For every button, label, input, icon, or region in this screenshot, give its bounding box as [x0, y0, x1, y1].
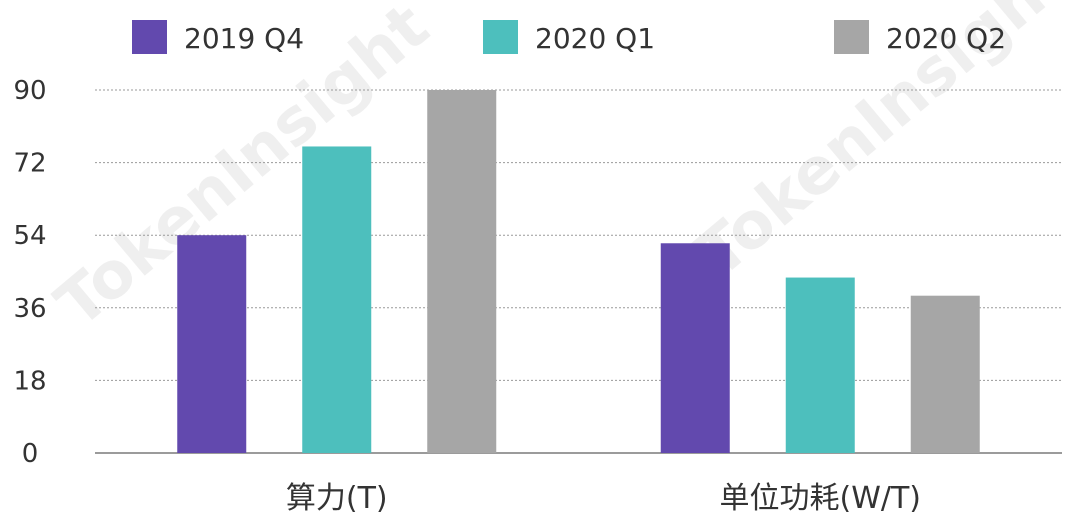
- bar-1-1: [785, 277, 855, 453]
- legend-swatch-1: [483, 20, 518, 54]
- bar-0-2: [427, 90, 497, 453]
- bar-1-0: [660, 243, 730, 453]
- x-category-label-0: 算力(T): [286, 481, 388, 516]
- y-tick-label-36: 36: [13, 294, 46, 324]
- y-tick-label-0: 0: [22, 439, 39, 469]
- grid-lines: [95, 89, 1062, 381]
- legend-label-0: 2019 Q4: [184, 22, 304, 55]
- legend-swatch-0: [132, 20, 167, 54]
- legend-label-1: 2020 Q1: [535, 22, 655, 55]
- legend-label-2: 2020 Q2: [886, 22, 1006, 55]
- legend: 2019 Q4 2020 Q1 2020 Q2: [132, 20, 1006, 55]
- x-category-label-1: 单位功耗(W/T): [719, 481, 921, 516]
- bar-0-1: [302, 146, 372, 453]
- bar-1-2: [910, 295, 980, 453]
- bar-0-0: [177, 235, 247, 453]
- bars: [177, 90, 980, 453]
- watermark-text-1: TokenInsight: [683, 0, 1080, 292]
- y-tick-label-90: 90: [13, 76, 46, 106]
- y-tick-label-18: 18: [13, 366, 46, 396]
- y-tick-label-72: 72: [13, 149, 46, 179]
- y-tick-label-54: 54: [13, 221, 46, 251]
- axes: 0 18 36 54 72 90 算力(T) 单位功耗(W/T): [13, 76, 1062, 516]
- legend-swatch-2: [834, 20, 869, 54]
